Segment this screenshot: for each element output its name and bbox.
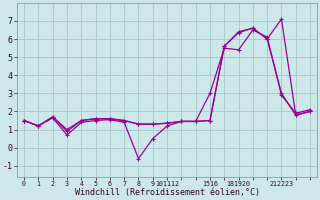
X-axis label: Windchill (Refroidissement éolien,°C): Windchill (Refroidissement éolien,°C) (75, 188, 260, 197)
